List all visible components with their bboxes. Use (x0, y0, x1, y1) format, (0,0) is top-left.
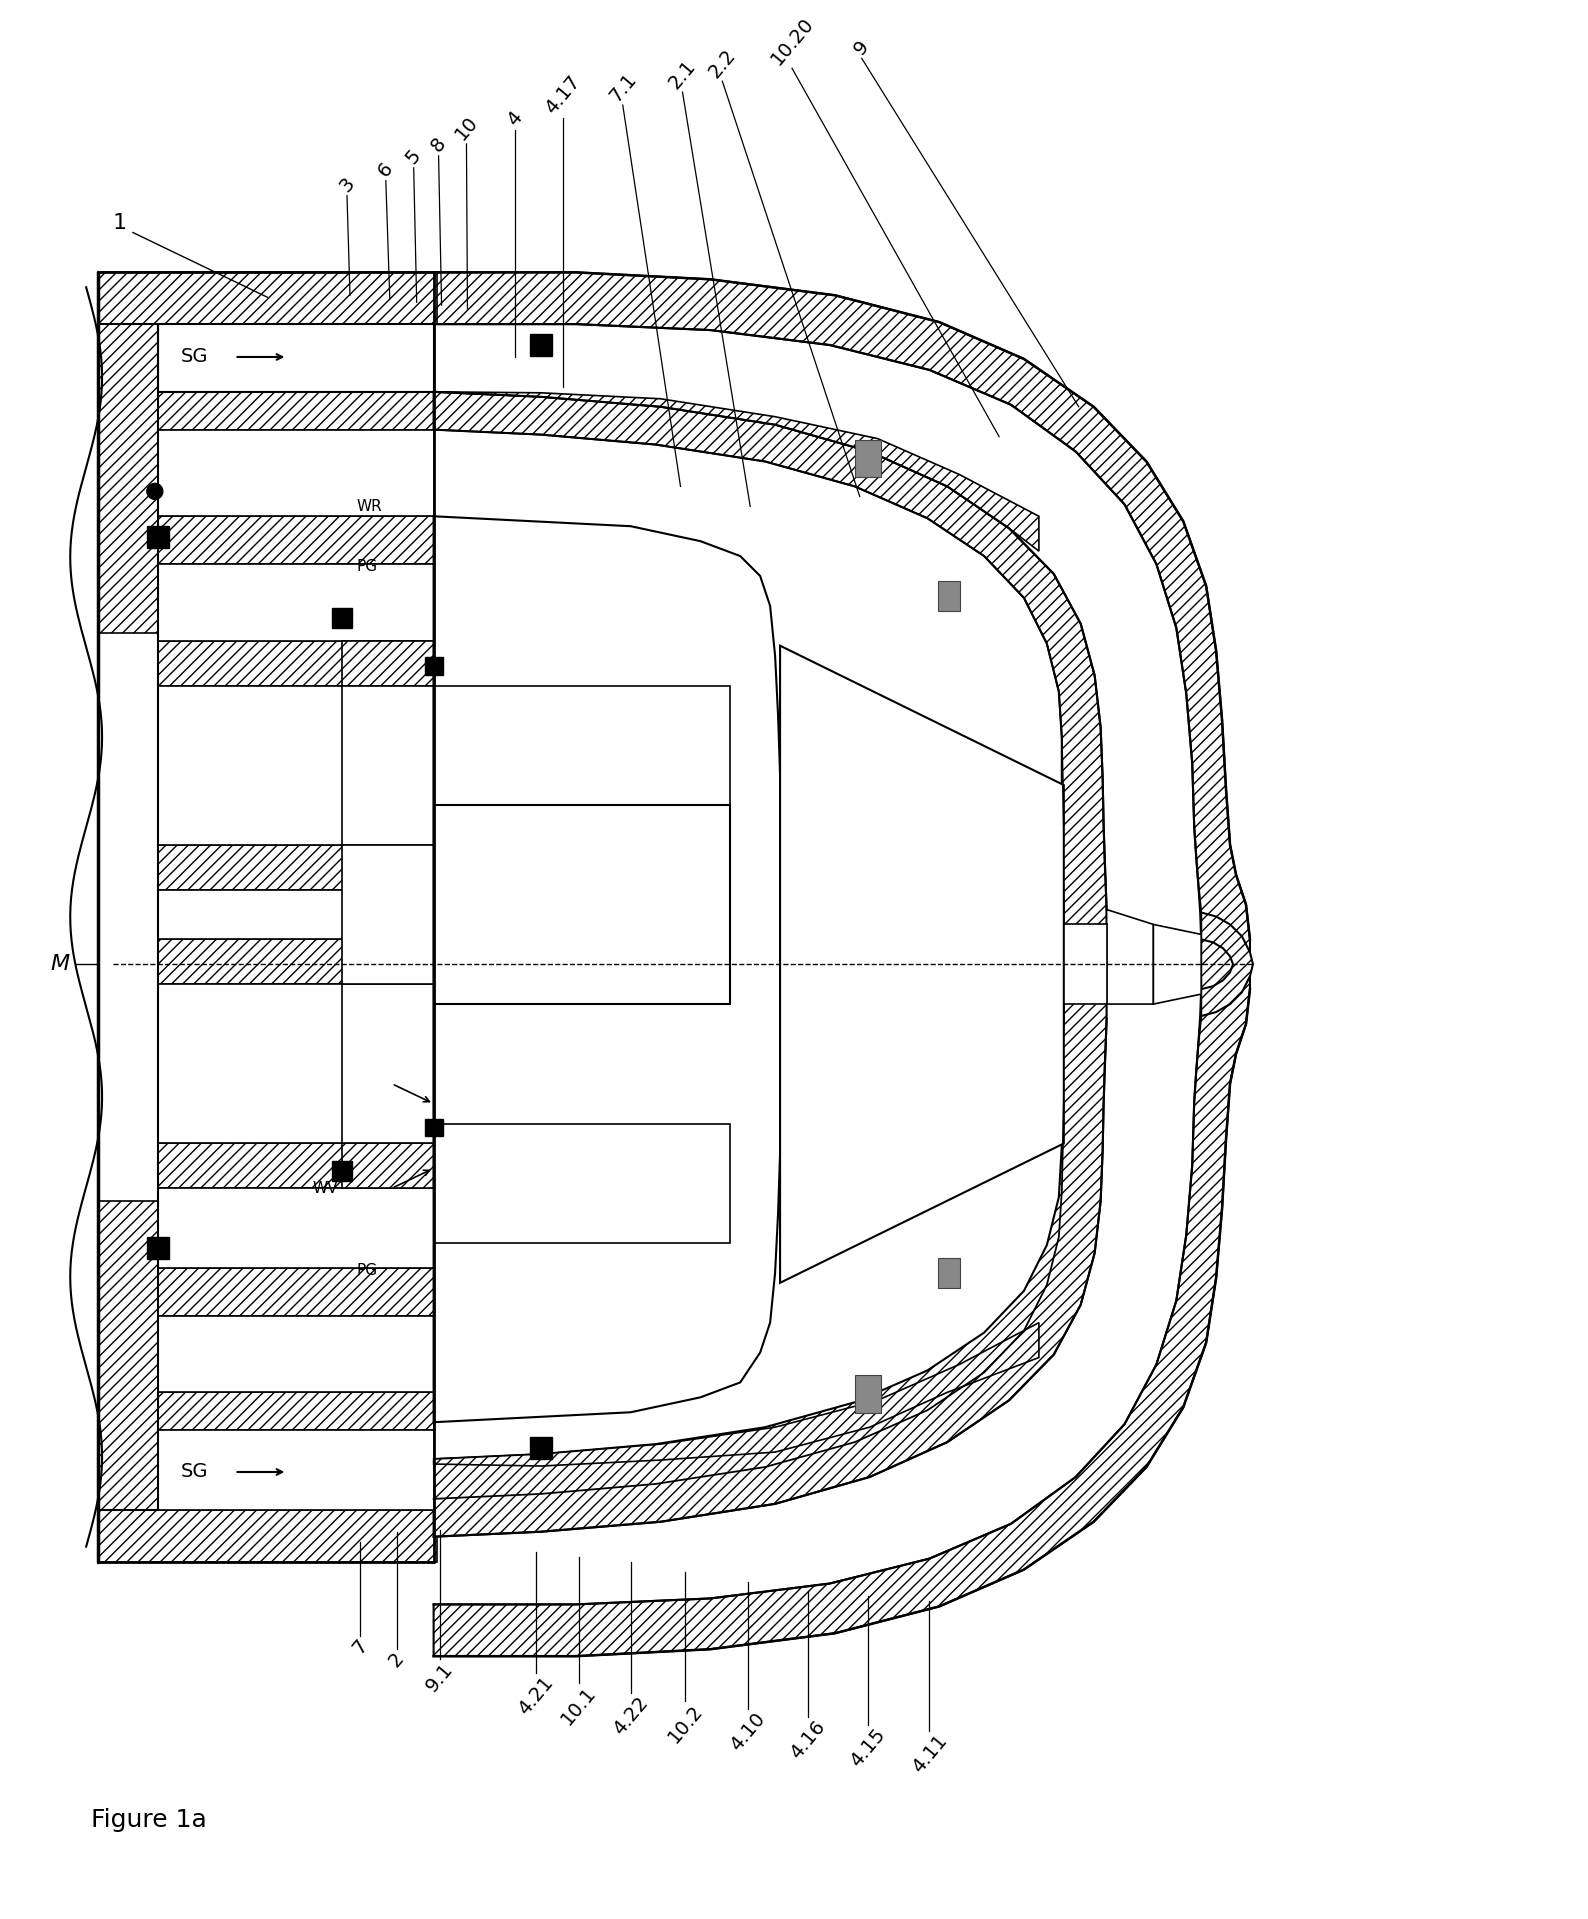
Circle shape (146, 484, 164, 499)
Text: 3: 3 (335, 175, 359, 196)
Polygon shape (1201, 913, 1253, 1015)
Text: 9.1: 9.1 (422, 1660, 457, 1694)
Text: 10.1: 10.1 (557, 1683, 600, 1729)
Polygon shape (1153, 925, 1201, 1004)
Bar (530, 1437, 553, 1458)
Text: 2.2: 2.2 (705, 46, 740, 81)
Text: Figure 1a: Figure 1a (91, 1808, 206, 1833)
Bar (939, 1259, 961, 1288)
Text: 10.2: 10.2 (664, 1700, 707, 1746)
Polygon shape (434, 685, 730, 804)
Polygon shape (157, 564, 434, 641)
Polygon shape (157, 641, 434, 685)
Polygon shape (341, 641, 434, 685)
Polygon shape (434, 391, 1039, 551)
Text: WV: WV (313, 1180, 338, 1196)
Text: 4.21: 4.21 (515, 1673, 557, 1719)
Text: SG: SG (181, 347, 208, 367)
Text: 7.1: 7.1 (605, 69, 640, 106)
Polygon shape (434, 1123, 730, 1244)
Text: 2: 2 (386, 1648, 408, 1671)
Text: 10.20: 10.20 (767, 13, 818, 69)
Text: 1: 1 (113, 213, 127, 232)
Text: M: M (51, 954, 70, 975)
Polygon shape (157, 391, 434, 430)
Polygon shape (98, 1201, 157, 1510)
Text: WR: WR (357, 499, 383, 514)
Polygon shape (1064, 925, 1107, 1004)
Polygon shape (157, 1393, 434, 1430)
Text: 9: 9 (851, 36, 873, 58)
Text: 4.15: 4.15 (846, 1725, 889, 1771)
Polygon shape (157, 940, 434, 984)
Text: 2.1: 2.1 (665, 56, 700, 92)
Polygon shape (98, 272, 437, 324)
Bar (332, 1161, 353, 1182)
Polygon shape (157, 844, 434, 890)
Polygon shape (780, 645, 1064, 1282)
Text: 5: 5 (402, 146, 426, 167)
Bar (854, 439, 881, 478)
Text: SG: SG (181, 1462, 208, 1481)
Polygon shape (434, 804, 730, 1004)
Bar (530, 334, 553, 357)
Polygon shape (157, 890, 434, 940)
Polygon shape (98, 324, 157, 633)
Polygon shape (157, 1430, 434, 1510)
Bar (424, 1119, 443, 1136)
Polygon shape (157, 1316, 434, 1393)
Bar (332, 608, 353, 628)
Polygon shape (157, 1188, 434, 1268)
Text: 4.10: 4.10 (727, 1710, 769, 1754)
Polygon shape (434, 516, 780, 1422)
Polygon shape (341, 1144, 434, 1188)
Polygon shape (157, 984, 434, 1144)
Polygon shape (341, 685, 434, 844)
Polygon shape (434, 391, 1107, 1537)
Polygon shape (434, 1322, 1039, 1466)
Text: 7: 7 (349, 1637, 372, 1658)
Polygon shape (341, 984, 434, 1144)
Text: PG: PG (357, 1263, 378, 1278)
Polygon shape (341, 844, 434, 984)
Text: 6: 6 (375, 159, 397, 180)
Text: PG: PG (357, 558, 378, 574)
Bar (146, 526, 168, 549)
Polygon shape (157, 430, 434, 516)
Bar (939, 581, 961, 610)
Polygon shape (157, 1268, 434, 1316)
Text: 4: 4 (503, 107, 527, 130)
Text: 8: 8 (427, 134, 449, 155)
Polygon shape (1107, 910, 1153, 1004)
Bar (424, 656, 443, 675)
Bar (146, 1238, 168, 1259)
Text: 4.22: 4.22 (610, 1693, 653, 1739)
Polygon shape (98, 1510, 437, 1562)
Text: 10: 10 (451, 113, 481, 144)
Polygon shape (157, 1144, 434, 1188)
Text: 4.17: 4.17 (542, 73, 584, 119)
Polygon shape (157, 324, 434, 391)
Text: 4.11: 4.11 (908, 1731, 951, 1777)
Polygon shape (157, 516, 434, 564)
Text: 4.16: 4.16 (786, 1718, 829, 1762)
Bar (854, 1376, 881, 1412)
Polygon shape (157, 685, 434, 844)
Polygon shape (434, 272, 1250, 1656)
Polygon shape (434, 641, 750, 1263)
